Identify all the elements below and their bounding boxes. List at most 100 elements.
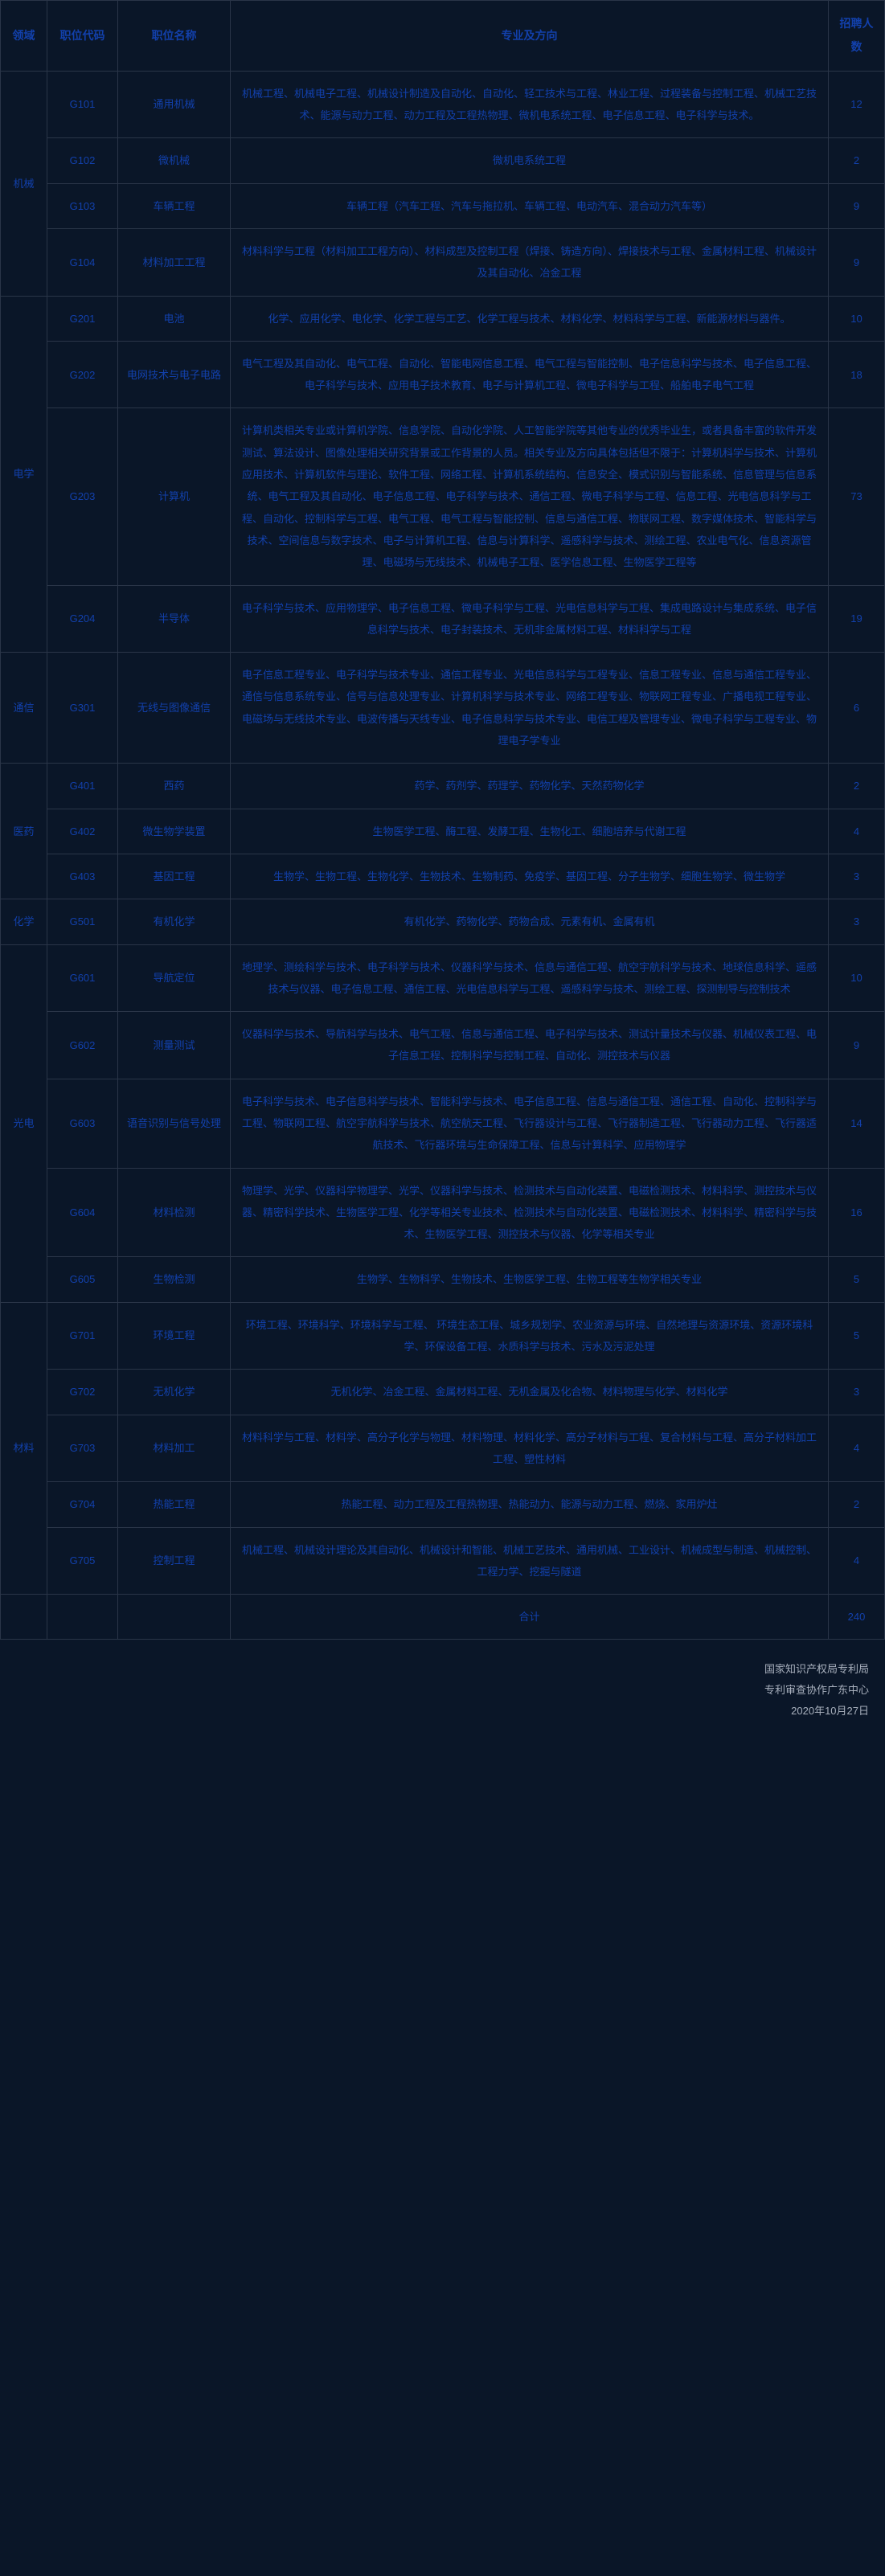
count-cell: 14 — [829, 1079, 885, 1168]
table-row: G603语音识别与信号处理电子科学与技术、电子信息科学与技术、智能科学与技术、电… — [1, 1079, 885, 1168]
table-row: 电学G201电池化学、应用化学、电化学、化学工程与工艺、化学工程与技术、材料化学… — [1, 296, 885, 341]
table-row: G204半导体电子科学与技术、应用物理学、电子信息工程、微电子科学与工程、光电信… — [1, 585, 885, 653]
code-cell: G705 — [47, 1527, 118, 1595]
name-cell: 电池 — [118, 296, 231, 341]
table-body: 机械G101通用机械机械工程、机械电子工程、机械设计制造及自动化、自动化、轻工技… — [1, 71, 885, 1640]
header-count: 招聘人数 — [829, 1, 885, 72]
table-row: G602测量测试仪器科学与技术、导航科学与技术、电气工程、信息与通信工程、电子科… — [1, 1012, 885, 1079]
table-row: G604材料检测物理学、光学、仪器科学物理学、光学、仪器科学与技术、检测技术与自… — [1, 1168, 885, 1257]
table-row: G403基因工程生物学、生物工程、生物化学、生物技术、生物制药、免疫学、基因工程… — [1, 854, 885, 899]
major-cell: 机械工程、机械电子工程、机械设计制造及自动化、自动化、轻工技术与工程、林业工程、… — [231, 71, 829, 138]
count-cell: 4 — [829, 1415, 885, 1482]
code-cell: G402 — [47, 809, 118, 854]
code-cell: G704 — [47, 1482, 118, 1527]
code-cell: G601 — [47, 944, 118, 1012]
table-row: G102微机械微机电系统工程2 — [1, 138, 885, 183]
count-cell: 9 — [829, 1012, 885, 1079]
name-cell: 材料检测 — [118, 1168, 231, 1257]
name-cell: 语音识别与信号处理 — [118, 1079, 231, 1168]
header-field: 领域 — [1, 1, 47, 72]
footer-center: 专利审查协作广东中心 — [0, 1680, 869, 1701]
name-cell: 材料加工工程 — [118, 228, 231, 296]
name-cell: 环境工程 — [118, 1302, 231, 1370]
major-cell: 车辆工程（汽车工程、汽车与拖拉机、车辆工程、电动汽车、混合动力汽车等） — [231, 183, 829, 228]
code-cell: G101 — [47, 71, 118, 138]
code-cell: G703 — [47, 1415, 118, 1482]
count-cell: 4 — [829, 809, 885, 854]
name-cell: 基因工程 — [118, 854, 231, 899]
code-cell: G602 — [47, 1012, 118, 1079]
name-cell: 车辆工程 — [118, 183, 231, 228]
count-cell: 18 — [829, 341, 885, 408]
major-cell: 药学、药剂学、药理学、药物化学、天然药物化学 — [231, 764, 829, 809]
major-cell: 生物医学工程、酶工程、发酵工程、生物化工、细胞培养与代谢工程 — [231, 809, 829, 854]
table-row: G704热能工程热能工程、动力工程及工程热物理、热能动力、能源与动力工程、燃烧、… — [1, 1482, 885, 1527]
code-cell: G501 — [47, 899, 118, 944]
count-cell: 2 — [829, 138, 885, 183]
table-row: 光电G601导航定位地理学、测绘科学与技术、电子科学与技术、仪器科学与技术、信息… — [1, 944, 885, 1012]
name-cell: 有机化学 — [118, 899, 231, 944]
recruitment-table: 领域 职位代码 职位名称 专业及方向 招聘人数 机械G101通用机械机械工程、机… — [0, 0, 885, 1640]
major-cell: 微机电系统工程 — [231, 138, 829, 183]
name-cell: 材料加工 — [118, 1415, 231, 1482]
header-major: 专业及方向 — [231, 1, 829, 72]
major-cell: 材料科学与工程（材料加工工程方向）、材料成型及控制工程（焊接、铸造方向）、焊接技… — [231, 228, 829, 296]
major-cell: 电子科学与技术、应用物理学、电子信息工程、微电子科学与工程、光电信息科学与工程、… — [231, 585, 829, 653]
count-cell: 4 — [829, 1527, 885, 1595]
count-cell: 10 — [829, 944, 885, 1012]
table-row: G103车辆工程车辆工程（汽车工程、汽车与拖拉机、车辆工程、电动汽车、混合动力汽… — [1, 183, 885, 228]
footer-date: 2020年10月27日 — [0, 1701, 869, 1722]
major-cell: 化学、应用化学、电化学、化学工程与工艺、化学工程与技术、材料化学、材料科学与工程… — [231, 296, 829, 341]
major-cell: 电子科学与技术、电子信息科学与技术、智能科学与技术、电子信息工程、信息与通信工程… — [231, 1079, 829, 1168]
table-row: 材料G701环境工程环境工程、环境科学、环境科学与工程、 环境生态工程、城乡规划… — [1, 1302, 885, 1370]
name-cell: 西药 — [118, 764, 231, 809]
table-row: G104材料加工工程材料科学与工程（材料加工工程方向）、材料成型及控制工程（焊接… — [1, 228, 885, 296]
major-cell: 机械工程、机械设计理论及其自动化、机械设计和智能、机械工艺技术、通用机械、工业设… — [231, 1527, 829, 1595]
field-cell: 化学 — [1, 899, 47, 944]
count-cell: 6 — [829, 653, 885, 764]
major-cell: 电子信息工程专业、电子科学与技术专业、通信工程专业、光电信息科学与工程专业、信息… — [231, 653, 829, 764]
code-cell: G203 — [47, 408, 118, 585]
code-cell: G603 — [47, 1079, 118, 1168]
code-cell: G301 — [47, 653, 118, 764]
code-cell: G604 — [47, 1168, 118, 1257]
major-cell: 仪器科学与技术、导航科学与技术、电气工程、信息与通信工程、电子科学与技术、测试计… — [231, 1012, 829, 1079]
table-row: G203计算机计算机类相关专业或计算机学院、信息学院、自动化学院、人工智能学院等… — [1, 408, 885, 585]
count-cell: 5 — [829, 1302, 885, 1370]
table-row: 通信G301无线与图像通信电子信息工程专业、电子科学与技术专业、通信工程专业、光… — [1, 653, 885, 764]
header-code: 职位代码 — [47, 1, 118, 72]
code-cell: G103 — [47, 183, 118, 228]
name-cell: 微生物学装置 — [118, 809, 231, 854]
major-cell: 生物学、生物工程、生物化学、生物技术、生物制药、免疫学、基因工程、分子生物学、细… — [231, 854, 829, 899]
code-cell: G605 — [47, 1257, 118, 1302]
major-cell: 地理学、测绘科学与技术、电子科学与技术、仪器科学与技术、信息与通信工程、航空宇航… — [231, 944, 829, 1012]
table-row: G703材料加工材料科学与工程、材料学、高分子化学与物理、材料物理、材料化学、高… — [1, 1415, 885, 1482]
table-row: G702无机化学无机化学、冶金工程、金属材料工程、无机金属及化合物、材料物理与化… — [1, 1370, 885, 1415]
count-cell: 9 — [829, 228, 885, 296]
total-label: 合计 — [231, 1595, 829, 1640]
total-blank — [47, 1595, 118, 1640]
field-cell: 通信 — [1, 653, 47, 764]
count-cell: 16 — [829, 1168, 885, 1257]
total-row: 合计240 — [1, 1595, 885, 1640]
major-cell: 计算机类相关专业或计算机学院、信息学院、自动化学院、人工智能学院等其他专业的优秀… — [231, 408, 829, 585]
name-cell: 电网技术与电子电路 — [118, 341, 231, 408]
count-cell: 19 — [829, 585, 885, 653]
code-cell: G202 — [47, 341, 118, 408]
footer: 国家知识产权局专利局 专利审查协作广东中心 2020年10月27日 — [0, 1640, 885, 1744]
major-cell: 无机化学、冶金工程、金属材料工程、无机金属及化合物、材料物理与化学、材料化学 — [231, 1370, 829, 1415]
total-empty — [1, 1595, 47, 1640]
major-cell: 电气工程及其自动化、电气工程、自动化、智能电网信息工程、电气工程与智能控制、电子… — [231, 341, 829, 408]
count-cell: 3 — [829, 899, 885, 944]
code-cell: G204 — [47, 585, 118, 653]
total-blank — [118, 1595, 231, 1640]
code-cell: G201 — [47, 296, 118, 341]
total-value: 240 — [829, 1595, 885, 1640]
count-cell: 3 — [829, 854, 885, 899]
name-cell: 测量测试 — [118, 1012, 231, 1079]
count-cell: 2 — [829, 1482, 885, 1527]
major-cell: 材料科学与工程、材料学、高分子化学与物理、材料物理、材料化学、高分子材料与工程、… — [231, 1415, 829, 1482]
count-cell: 5 — [829, 1257, 885, 1302]
count-cell: 73 — [829, 408, 885, 585]
count-cell: 9 — [829, 183, 885, 228]
